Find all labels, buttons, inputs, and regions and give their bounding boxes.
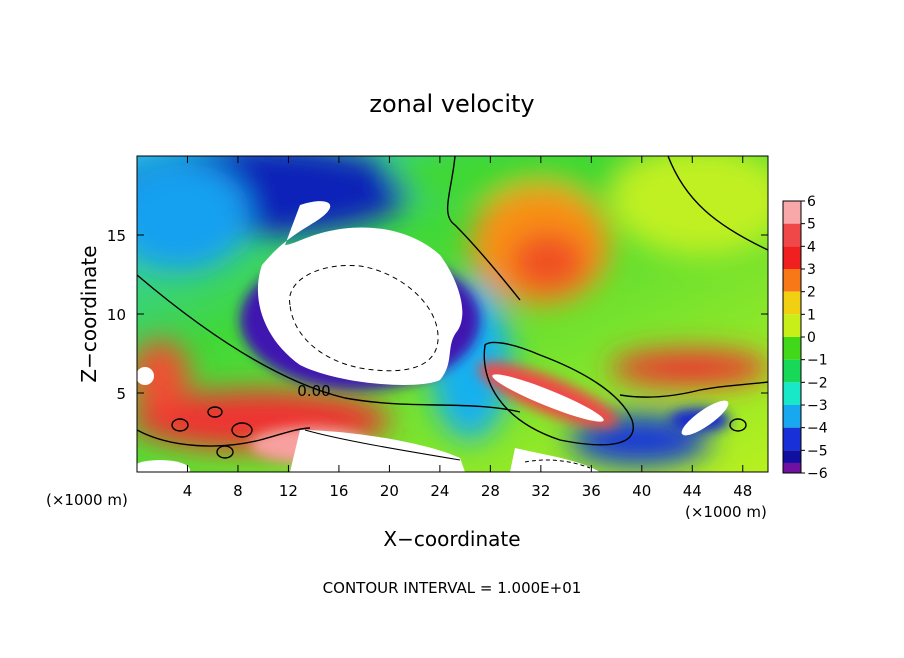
colorbar-label: −5 — [807, 443, 828, 459]
colorbar-swatch — [783, 382, 801, 405]
colorbar-label: 6 — [807, 194, 816, 210]
colorbar-swatch — [783, 359, 801, 383]
colorbar-swatch — [783, 223, 801, 247]
y-axis: 5 10 15 — [107, 227, 768, 403]
y-tick-label: 15 — [107, 227, 126, 245]
colorbar-label: −6 — [807, 466, 828, 482]
y-axis-label: Z−coordinate — [77, 245, 101, 382]
x-axis-label: X−coordinate — [383, 527, 520, 551]
x-tick-label: 8 — [233, 482, 243, 500]
colorbar-swatch — [783, 201, 801, 224]
colorbar-label: 0 — [807, 330, 816, 346]
colorbar-swatch — [783, 405, 801, 428]
x-tick-label: 20 — [380, 482, 399, 500]
colorbar-label: 5 — [807, 217, 816, 233]
y-tick-label: 10 — [107, 306, 126, 324]
y-tick-label: 5 — [116, 385, 126, 403]
chart-title: zonal velocity — [369, 90, 534, 118]
x-unit-right: (×1000 m) — [685, 503, 767, 521]
x-tick-label: 4 — [183, 482, 193, 500]
x-tick-label: 44 — [683, 482, 702, 500]
contour-interval-note: CONTOUR INTERVAL = 1.000E+01 — [323, 579, 582, 597]
x-tick-label: 32 — [531, 482, 550, 500]
x-axis: 4 8 12 16 20 24 28 32 36 40 44 48 — [183, 156, 752, 500]
colorbar-label: −1 — [807, 353, 828, 369]
colorbar-swatch — [783, 246, 801, 269]
colorbar-label: 3 — [807, 262, 816, 278]
x-tick-label: 40 — [632, 482, 651, 500]
colorbar-swatch — [783, 462, 801, 473]
colorbar-label: 4 — [807, 239, 816, 255]
x-tick-label: 12 — [279, 482, 298, 500]
colorbar-swatch — [783, 291, 801, 315]
colorbar-label: −4 — [807, 421, 828, 437]
colorbar-label: −3 — [807, 398, 828, 414]
x-unit-left: (×1000 m) — [46, 491, 128, 509]
x-tick-label: 28 — [481, 482, 500, 500]
colorbar-swatch — [783, 314, 801, 337]
colorbar-swatch — [783, 269, 801, 292]
colorbar-label: −2 — [807, 375, 828, 391]
heatmap-field — [137, 156, 768, 472]
colorbar-swatch — [783, 337, 801, 360]
contour-label: 0.00 — [297, 382, 330, 400]
x-tick-label: 24 — [430, 482, 449, 500]
colorbar-swatch — [783, 427, 801, 451]
colorbar-label: 1 — [807, 307, 816, 323]
x-tick-label: 36 — [582, 482, 601, 500]
x-tick-label: 16 — [329, 482, 348, 500]
colorbar-label: 2 — [807, 285, 816, 301]
colorbar: 6 5 4 3 2 1 0 −1 −2 −3 −4 −5 −6 — [782, 194, 828, 482]
x-tick-label: 48 — [733, 482, 752, 500]
